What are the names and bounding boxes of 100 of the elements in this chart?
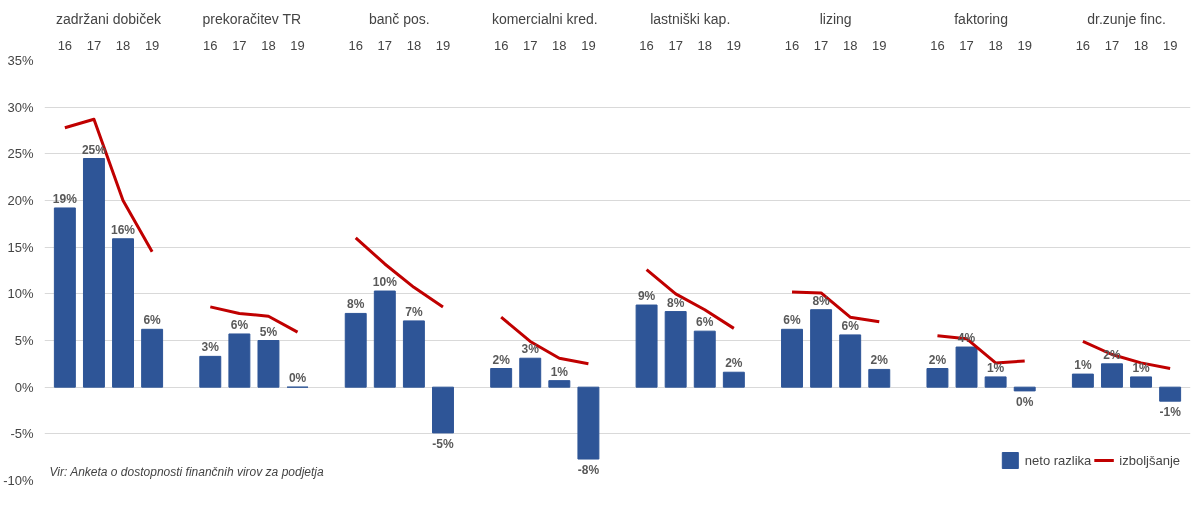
bar — [839, 334, 862, 388]
data-label: 7% — [405, 304, 423, 319]
data-label: 8% — [667, 295, 685, 310]
y-tick-label: 10% — [7, 286, 34, 302]
y-tick-label: 25% — [7, 146, 34, 162]
x-tick-label: 16 — [639, 37, 654, 53]
text: zadržani dobiček — [55, 10, 163, 27]
data-label: 0% — [1016, 394, 1034, 409]
text: komercialni kred. — [491, 10, 598, 27]
x-tick-label: 16 — [203, 37, 218, 53]
y-tick-label: -10% — [3, 473, 34, 488]
bar — [1130, 376, 1153, 388]
y-tick-label: 5% — [14, 333, 34, 348]
data-label: 1% — [1132, 360, 1151, 375]
bar — [141, 328, 164, 388]
x-tick-label: 18 — [1133, 37, 1149, 53]
x-tick-label: 18 — [552, 37, 567, 53]
x-tick-label: 18 — [115, 37, 131, 53]
x-tick-label: 19 — [290, 37, 305, 53]
bar — [112, 238, 134, 388]
text: banč pos. — [369, 10, 430, 27]
x-tick-label: 16 — [1075, 37, 1091, 53]
bar — [490, 368, 513, 388]
x-tick-label: 16 — [57, 37, 73, 53]
bar — [722, 371, 745, 388]
bar — [82, 158, 105, 388]
bar — [519, 357, 542, 388]
data-label: 1% — [550, 364, 569, 379]
data-label: 6% — [143, 313, 162, 328]
bar — [53, 207, 76, 388]
text: dr.zunje finc. — [1087, 10, 1166, 27]
data-label: 2% — [870, 353, 889, 368]
bar — [635, 304, 658, 388]
y-tick-label: 20% — [7, 193, 34, 208]
data-label: 2% — [928, 352, 947, 367]
legend-label: neto razlika — [1024, 452, 1092, 468]
y-tick-label: 15% — [7, 239, 34, 255]
x-tick-label: 19 — [1162, 37, 1178, 53]
bar — [577, 386, 600, 460]
y-tick-label: 0% — [14, 379, 34, 395]
x-tick-label: 19 — [435, 37, 451, 53]
x-tick-label: 17 — [813, 37, 829, 53]
x-tick-label: 16 — [493, 37, 509, 53]
x-tick-label: 19 — [1017, 37, 1032, 53]
bar — [810, 309, 833, 388]
x-tick-label: 18 — [697, 37, 712, 53]
x-tick-label: 19 — [872, 37, 887, 53]
x-tick-label: 19 — [726, 37, 742, 53]
x-tick-label: 18 — [406, 37, 422, 53]
x-tick-label: 17 — [86, 37, 102, 53]
bar — [548, 380, 571, 388]
x-tick-label: 17 — [668, 37, 683, 53]
bar — [1159, 386, 1182, 402]
data-label: 6% — [230, 317, 249, 332]
x-tick-label: 19 — [144, 37, 160, 53]
data-label: 0% — [288, 371, 307, 386]
data-label: 2% — [492, 352, 511, 367]
x-tick-label: 18 — [261, 37, 276, 53]
data-label: -5% — [432, 436, 454, 451]
x-tick-label: 19 — [581, 37, 596, 53]
y-tick-label: 35% — [7, 53, 34, 68]
text: lastniški kap. — [650, 10, 731, 27]
text: lizing — [819, 10, 852, 27]
data-label: 3% — [521, 342, 540, 357]
bar — [228, 333, 251, 388]
data-label: 6% — [841, 318, 860, 333]
x-tick-label: 18 — [988, 37, 1003, 53]
data-label: 9% — [637, 289, 656, 304]
x-tick-label: 16 — [784, 37, 800, 53]
data-label: 6% — [783, 313, 802, 328]
bar — [402, 320, 425, 388]
x-tick-label: 17 — [1104, 37, 1120, 53]
x-tick-label: 17 — [377, 37, 393, 53]
bar — [664, 311, 687, 388]
x-tick-label: 16 — [930, 37, 945, 53]
x-tick-label: 16 — [348, 37, 363, 53]
data-label: 5% — [259, 324, 278, 339]
bar — [955, 346, 978, 388]
bar — [1013, 386, 1036, 392]
y-tick-label: -5% — [10, 426, 34, 442]
x-tick-label: 17 — [232, 37, 247, 53]
bar — [868, 368, 891, 388]
data-label: -1% — [1159, 405, 1182, 420]
bar — [199, 355, 222, 388]
bar — [1101, 363, 1123, 388]
bar — [693, 330, 716, 388]
text: prekoračitev TR — [202, 10, 302, 27]
bar — [344, 312, 367, 388]
data-label: 10% — [372, 275, 398, 290]
data-label: 3% — [201, 340, 220, 355]
data-label: -8% — [577, 463, 600, 478]
data-label: 6% — [696, 315, 714, 330]
text: faktoring — [954, 10, 1008, 27]
bar — [781, 328, 803, 388]
data-label: 16% — [111, 222, 136, 237]
y-tick-label: 30% — [7, 99, 34, 115]
annotation: Vir: Anketa o dostopnosti finančnih virov za podjetja — [49, 464, 324, 479]
data-label: 2% — [725, 356, 743, 371]
legend-label: izboljšanje — [1119, 452, 1180, 468]
x-tick-label: 18 — [842, 37, 858, 53]
